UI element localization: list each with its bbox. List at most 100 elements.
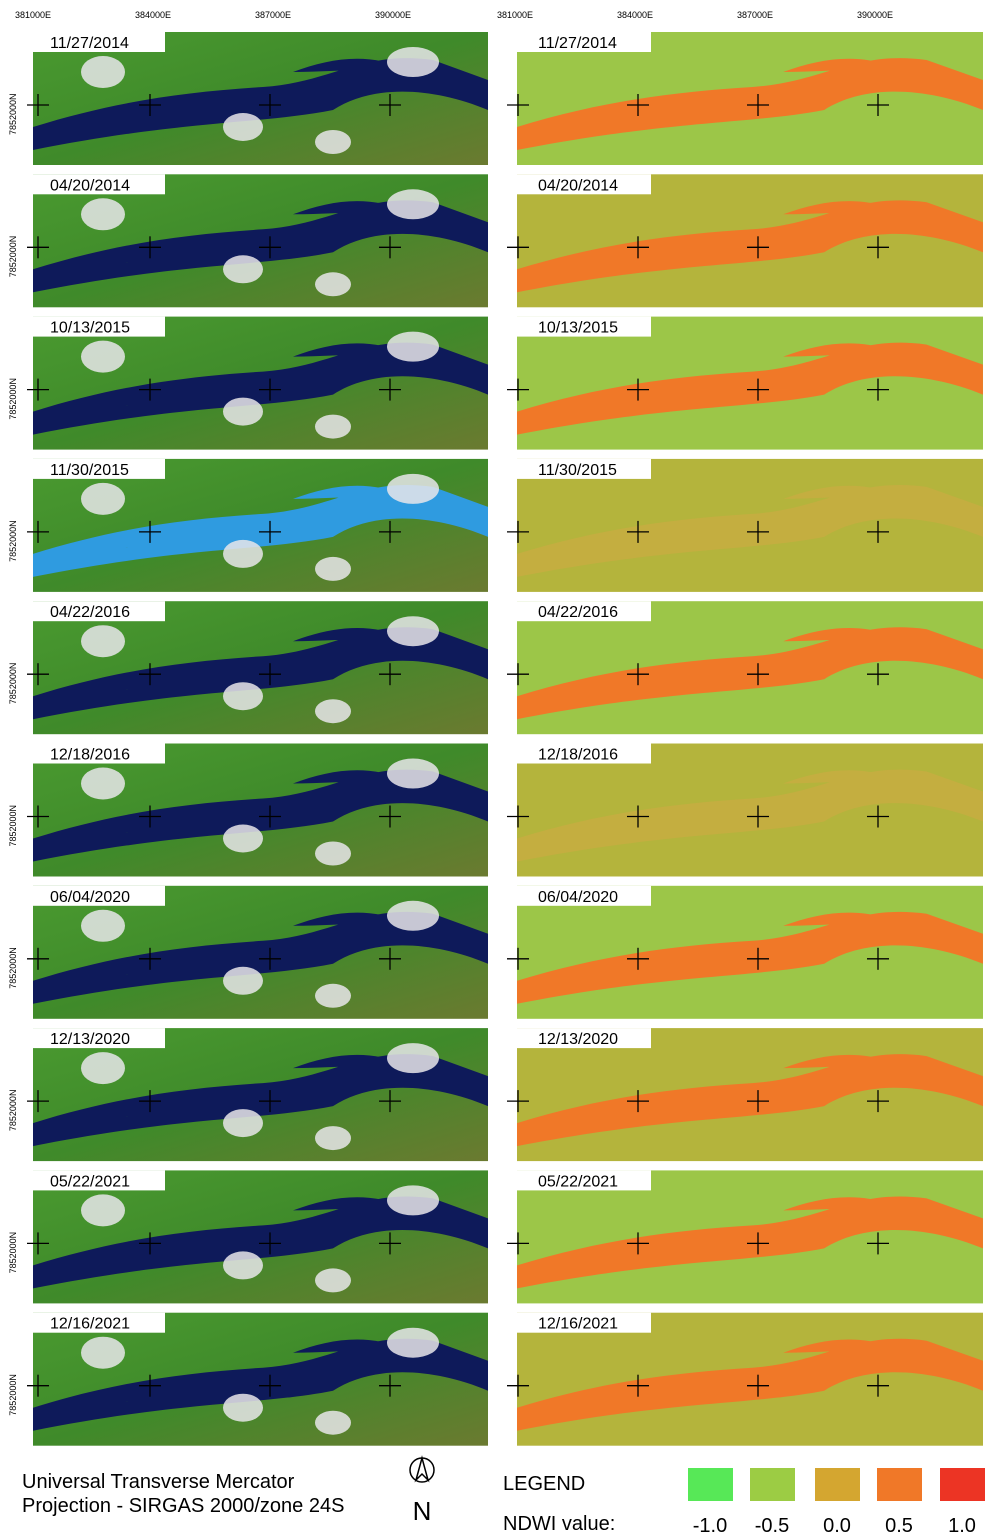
date-label: 12/13/2020 <box>50 1031 130 1048</box>
cloud <box>223 398 263 426</box>
ndwi-panel: 04/20/2014 <box>507 174 983 307</box>
cloud <box>81 483 125 515</box>
date-label: 10/13/2015 <box>50 320 130 337</box>
cloud <box>81 910 125 942</box>
cloud <box>315 842 351 866</box>
date-label: 12/18/2016 <box>538 747 618 764</box>
date-label: 12/18/2016 <box>50 747 130 764</box>
cloud <box>81 1052 125 1084</box>
date-label: 11/30/2015 <box>50 462 129 479</box>
ndwi-panel: 12/16/2021 <box>507 1313 983 1446</box>
northing-label: 7852000N <box>8 520 18 562</box>
north-label: N <box>413 1496 432 1526</box>
cloud <box>81 625 125 657</box>
cloud <box>223 1251 263 1279</box>
legend-value: -0.5 <box>755 1515 789 1537</box>
satellite-panel: 7852000N 04/22/2016 <box>8 601 488 734</box>
legend-label: NDWI value: <box>503 1513 615 1535</box>
cloud <box>387 47 439 77</box>
satellite-panel: 7852000N 12/13/2020 <box>8 1028 488 1161</box>
cloud <box>223 113 263 141</box>
cloud <box>387 1043 439 1073</box>
cloud <box>387 616 439 646</box>
northing-label: 7852000N <box>8 805 18 847</box>
date-label: 12/13/2020 <box>538 1031 618 1048</box>
date-label: 06/04/2020 <box>50 889 130 906</box>
cloud <box>315 272 351 296</box>
easting-label: 387000E <box>255 10 291 20</box>
ndwi-panel: 12/13/2020 <box>507 1028 983 1161</box>
cloud <box>223 825 263 853</box>
easting-label: 390000E <box>375 10 411 20</box>
projection-line: Universal Transverse Mercator <box>22 1471 295 1493</box>
date-label: 12/16/2021 <box>50 1316 130 1333</box>
northing-label: 7852000N <box>8 663 18 705</box>
satellite-panel: 7852000N 10/13/2015 <box>8 317 488 450</box>
northing-label: 7852000N <box>8 1090 18 1132</box>
easting-label: 381000E <box>15 10 51 20</box>
cloud <box>81 198 125 230</box>
cloud <box>387 759 439 789</box>
date-label: 04/22/2016 <box>538 604 618 621</box>
legend-swatch <box>750 1468 795 1501</box>
date-label: 04/20/2014 <box>50 177 130 194</box>
legend-swatch <box>940 1468 985 1501</box>
northing-label: 7852000N <box>8 1374 18 1416</box>
cloud <box>81 56 125 88</box>
date-label: 11/27/2014 <box>538 35 617 52</box>
cloud <box>315 415 351 439</box>
cloud <box>387 1185 439 1215</box>
satellite-panel: 7852000N 04/20/2014 <box>8 174 488 307</box>
legend-value: 1.0 <box>948 1515 976 1537</box>
ndwi-panel: 05/22/2021 <box>507 1170 983 1303</box>
date-label: 12/16/2021 <box>538 1316 618 1333</box>
cloud <box>387 189 439 219</box>
cloud <box>315 699 351 723</box>
cloud <box>81 768 125 800</box>
satellite-panel: 7852000N 12/18/2016 <box>8 744 488 877</box>
date-label: 06/04/2020 <box>538 889 618 906</box>
northing-label: 7852000N <box>8 378 18 420</box>
northing-label: 7852000N <box>8 93 18 135</box>
legend-swatch <box>688 1468 733 1501</box>
satellite-panel: 7852000N 12/16/2021 <box>8 1313 488 1446</box>
date-label: 11/27/2014 <box>50 35 129 52</box>
satellite-panel: 7852000N 11/30/2015 <box>8 459 488 592</box>
cloud <box>223 255 263 283</box>
cloud <box>223 1394 263 1422</box>
legend-value: -1.0 <box>693 1515 727 1537</box>
date-label: 05/22/2021 <box>50 1173 130 1190</box>
ndwi-panel: 04/22/2016 <box>507 601 983 734</box>
date-label: 10/13/2015 <box>538 320 618 337</box>
cloud <box>387 474 439 504</box>
easting-label: 384000E <box>617 10 653 20</box>
northing-label: 7852000N <box>8 1232 18 1274</box>
cloud <box>223 540 263 568</box>
cloud <box>387 332 439 362</box>
easting-label: 384000E <box>135 10 171 20</box>
cloud <box>315 1411 351 1435</box>
projection-line: Projection - SIRGAS 2000/zone 24S <box>22 1495 344 1517</box>
cloud <box>315 984 351 1008</box>
legend-value: 0.5 <box>885 1515 913 1537</box>
cloud <box>81 1337 125 1369</box>
ndwi-panel: 06/04/2020 <box>507 886 983 1019</box>
cloud <box>387 901 439 931</box>
cloud <box>223 967 263 995</box>
cloud <box>81 341 125 373</box>
ndwi-panel: 11/27/2014 <box>507 32 983 165</box>
northing-label: 7852000N <box>8 236 18 278</box>
date-label: 11/30/2015 <box>538 462 617 479</box>
cloud <box>223 1109 263 1137</box>
legend-value: 0.0 <box>823 1515 851 1537</box>
easting-label: 387000E <box>737 10 773 20</box>
legend-title: LEGEND <box>503 1473 585 1495</box>
cloud <box>387 1328 439 1358</box>
cloud <box>81 1194 125 1226</box>
satellite-panel: 7852000N06/04/2020 <box>8 886 488 1019</box>
ndwi-panel: 12/18/2016 <box>507 744 983 877</box>
easting-label: 381000E <box>497 10 533 20</box>
date-label: 04/20/2014 <box>538 177 618 194</box>
satellite-panel: 7852000N 11/27/2014 <box>8 32 488 165</box>
date-label: 04/22/2016 <box>50 604 130 621</box>
